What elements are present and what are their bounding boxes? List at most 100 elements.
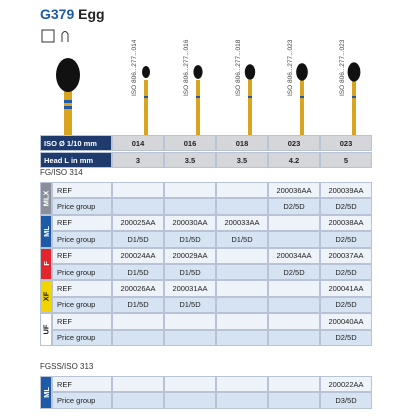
header-value: 3 [112,152,164,168]
cell [268,214,320,232]
cell [216,247,268,264]
header-label: ISO Ø 1/10 mm [40,135,112,151]
header-value: 018 [216,135,268,151]
head [193,65,203,79]
bur-iso-label: ISO 806...277...014 [131,39,138,96]
header-value: 016 [164,135,216,151]
grit-label: ML [40,376,52,409]
bur-iso-label: ISO 806...277...018 [235,39,242,96]
shank [144,80,148,135]
grit-label: ML [40,214,52,248]
cell: D1/5D [164,231,216,248]
cell: 200030AA [164,214,216,232]
section-title: FGSS/ISO 313 [40,361,94,371]
band [196,96,200,98]
cell: 200034AA [268,247,320,264]
cell [112,313,164,330]
section-title: FG/ISO 314 [40,167,83,177]
shank [300,80,304,135]
band [64,106,72,109]
cell: 200041AA [320,280,372,297]
bur-iso-label: ISO 806...277...016 [183,39,190,96]
header-value: 014 [112,135,164,151]
cell [112,182,164,199]
row-label: REF [52,376,112,393]
row-label: Price group [52,198,112,215]
cell: 200024AA [112,247,164,264]
bur-iso-label: ISO 806...277...023 [287,39,294,96]
cell [164,313,216,330]
cell: D2/5D [320,231,372,248]
shank [248,80,252,135]
row-label: REF [52,313,112,330]
grit-label: XF [40,280,52,314]
head [296,63,308,81]
cell: D1/5D [164,296,216,314]
cell: 200036AA [268,182,320,199]
cell [268,231,320,248]
head [244,64,256,80]
cell: D1/5D [112,296,164,314]
cell: D2/5D [268,198,320,215]
grit-text: ML [41,225,51,237]
row-label: Price group [52,329,112,346]
cell [216,182,268,199]
grit-label: F [40,247,52,281]
head [347,62,361,82]
cell [216,329,268,346]
cell: D1/5D [112,264,164,281]
series-code: G379 [40,6,75,22]
cell [268,392,320,409]
grit-text: MLX [41,190,51,207]
cell: D2/5D [320,264,372,281]
cell: D2/5D [320,329,372,346]
row-label: REF [52,214,112,232]
cell [112,376,164,393]
shape-name: Egg [78,6,105,22]
cell [216,280,268,297]
cell: 200029AA [164,247,216,264]
cell: 200037AA [320,247,372,264]
cell: 200033AA [216,214,268,232]
header-value: 023 [268,135,320,151]
big-head [56,58,80,92]
cell: D1/5D [216,231,268,248]
head [142,66,150,78]
bur-iso-label: ISO 806...277...023 [339,39,346,96]
cell [112,198,164,215]
big-shank [64,85,72,135]
cell: 200026AA [112,280,164,297]
header-value: 3.5 [164,152,216,168]
icon [41,29,55,43]
band [64,100,72,103]
cell [268,329,320,346]
cell [268,313,320,330]
header-value: 023 [320,135,372,151]
cell: 200031AA [164,280,216,297]
grit-label: MLX [40,182,52,215]
cell [112,392,164,409]
cell [268,296,320,314]
cell [164,392,216,409]
header-value: 3.5 [216,152,268,168]
cell [216,198,268,215]
grit-label: UF [40,313,52,346]
cell [216,313,268,330]
cell: D2/5D [320,198,372,215]
row-label: Price group [52,264,112,281]
cell: D2/5D [268,264,320,281]
cell: 200039AA [320,182,372,199]
cell: 200025AA [112,214,164,232]
icon [61,31,69,42]
cell: D3/5D [320,392,372,409]
grit-text: XF [41,291,51,302]
grit-text: ML [41,386,51,398]
cell [164,376,216,393]
shank [352,80,356,135]
grit-text: UF [41,324,51,335]
header-label: Head L in mm [40,152,112,168]
cell [216,376,268,393]
band [300,96,304,98]
cell [268,280,320,297]
